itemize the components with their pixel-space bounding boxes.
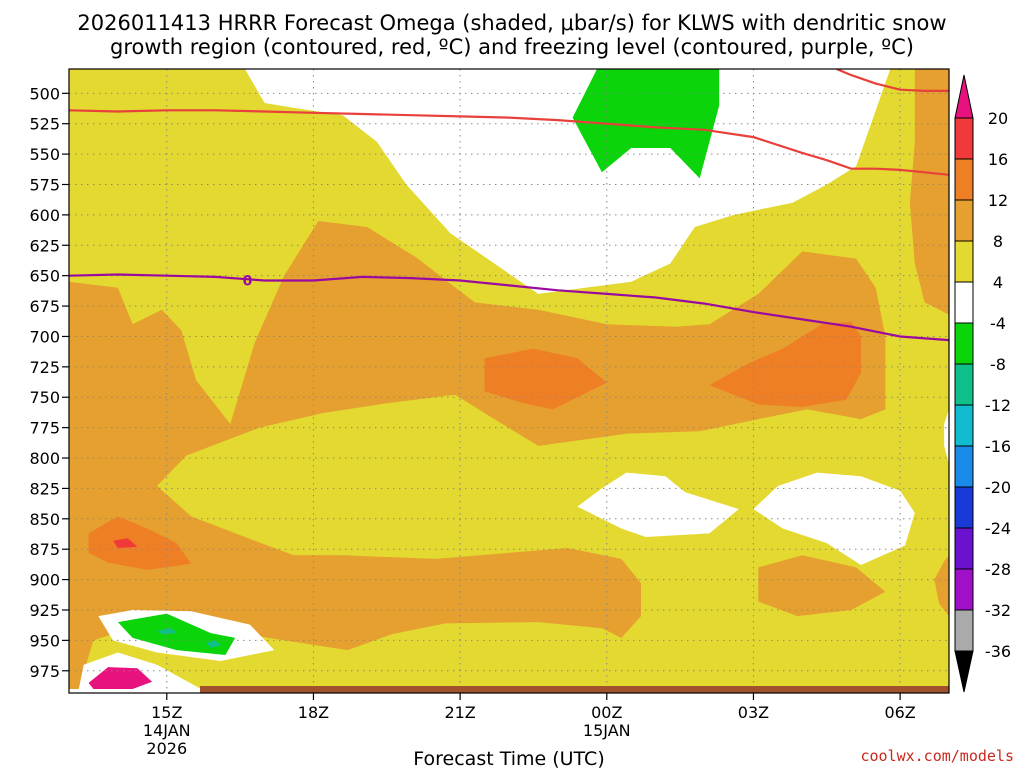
region-white-upper-center — [240, 69, 891, 294]
colorbar-label-11: -28 — [985, 560, 1011, 579]
dendritic-contour-line — [69, 109, 949, 176]
ytick-label-700: 700 — [29, 327, 60, 346]
ytick-label-650: 650 — [29, 267, 60, 286]
ground-strip — [200, 686, 949, 693]
region-red-spot-left — [113, 538, 138, 548]
region-teal-dot-1 — [157, 628, 177, 635]
ytick-label-550: 550 — [29, 145, 60, 164]
ytick-label-600: 600 — [29, 206, 60, 225]
ytick-label-725: 725 — [29, 358, 60, 377]
xtick-label-24-0: 00Z — [591, 703, 622, 722]
colorbar-bin-7 — [954, 363, 974, 406]
colorbar-bin-5 — [954, 281, 974, 324]
colorbar-bin-13 — [954, 609, 974, 652]
colorbar-bin-9 — [954, 445, 974, 488]
ytick-label-500: 500 — [29, 84, 60, 103]
xtick-label-15-1: 14JAN — [143, 721, 191, 740]
colorbar-label-12: -32 — [985, 601, 1011, 620]
region-dark-orange-center — [484, 348, 607, 410]
colorbar-label-4: 4 — [993, 273, 1003, 292]
colorbar-label-8: -16 — [985, 437, 1011, 456]
ytick-label-675: 675 — [29, 297, 60, 316]
ytick-label-800: 800 — [29, 449, 60, 468]
freezing-level-label: 0 — [243, 274, 253, 290]
omega-colorbar: 20 16 12 8 4 -4 -8 -12 -16 -20 -24 -28 -32 -36 — [954, 74, 1011, 693]
region-dark-orange-left — [88, 516, 192, 570]
colorbar-label-5: -4 — [990, 314, 1006, 333]
region-orange-right-bottom — [934, 555, 949, 617]
colorbar-bin-10 — [954, 486, 974, 529]
gridlines — [69, 69, 949, 693]
xtick-label-15-2: 2026 — [146, 739, 187, 758]
colorbar-bin-8 — [954, 404, 974, 447]
ytick-label-850: 850 — [29, 510, 60, 529]
ytick-label-925: 925 — [29, 601, 60, 620]
contour-lines: 0 — [69, 69, 949, 342]
xtick-label-27-0: 03Z — [738, 703, 769, 722]
ytick-label-525: 525 — [29, 115, 60, 134]
x-axis-title: Forecast Time (UTC) — [413, 748, 604, 768]
ytick-label-625: 625 — [29, 236, 60, 255]
colorbar-label-0: 20 — [988, 109, 1008, 128]
colorbar-bin-12 — [954, 568, 974, 611]
freezing-level-line — [69, 273, 949, 342]
colorbar-bin-2 — [954, 158, 974, 201]
colorbar-bin-11 — [954, 527, 974, 570]
y-axis: 500 525 550 575 600 625 650 675 700 725 750 775 800 8… — [29, 84, 69, 681]
colorbar-bin-4 — [954, 240, 974, 283]
xtick-label-15-0: 15Z — [151, 703, 182, 722]
region-orange-right-column — [909, 69, 949, 315]
colorbar-bin-6 — [954, 322, 974, 365]
colorbar-label-10: -24 — [985, 519, 1011, 538]
colorbar-label-7: -12 — [985, 396, 1011, 415]
colorbar-bin-1 — [954, 117, 974, 160]
colorbar-bin-14 — [954, 650, 974, 693]
region-white-mid-850-left — [577, 472, 739, 537]
xtick-label-24-1: 15JAN — [583, 721, 631, 740]
region-white-right-edge — [944, 409, 949, 465]
colorbar-label-1: 16 — [988, 150, 1008, 169]
omega-shading — [69, 69, 949, 689]
region-white-mid-850-right — [753, 472, 915, 565]
region-green-lower-left — [117, 613, 236, 655]
region-magenta-bottom-left — [88, 667, 153, 689]
credit-text: coolwx.com/models — [860, 747, 1014, 765]
region-orange-lower-right — [758, 555, 886, 617]
ytick-label-750: 750 — [29, 388, 60, 407]
region-orange-main — [69, 221, 886, 689]
colorbar-label-9: -20 — [985, 478, 1011, 497]
colorbar-label-3: 8 — [993, 232, 1003, 251]
colorbar-label-2: 12 — [988, 191, 1008, 210]
ytick-label-825: 825 — [29, 479, 60, 498]
region-dark-orange-right — [709, 321, 861, 407]
ytick-label-975: 975 — [29, 662, 60, 681]
colorbar-bin-0 — [954, 74, 974, 119]
chart-title-line1: 2026011413 HRRR Forecast Omega (shaded, … — [77, 11, 946, 35]
colorbar-label-6: -8 — [990, 355, 1006, 374]
plot-frame — [68, 68, 950, 694]
ytick-label-950: 950 — [29, 631, 60, 650]
xtick-label-21-0: 21Z — [444, 703, 475, 722]
ytick-label-775: 775 — [29, 419, 60, 438]
xtick-label-18-0: 18Z — [298, 703, 329, 722]
ytick-label-575: 575 — [29, 175, 60, 194]
region-teal-dot-2 — [205, 640, 221, 648]
chart-title-line2: growth region (contoured, red, ºC) and f… — [110, 35, 914, 59]
xtick-label-30-0: 06Z — [884, 703, 915, 722]
dendritic-contour-line-upper-right — [836, 69, 949, 92]
colorbar-bin-3 — [954, 199, 974, 242]
ytick-label-875: 875 — [29, 540, 60, 559]
ytick-label-900: 900 — [29, 571, 60, 590]
colorbar-label-13: -36 — [985, 642, 1011, 661]
